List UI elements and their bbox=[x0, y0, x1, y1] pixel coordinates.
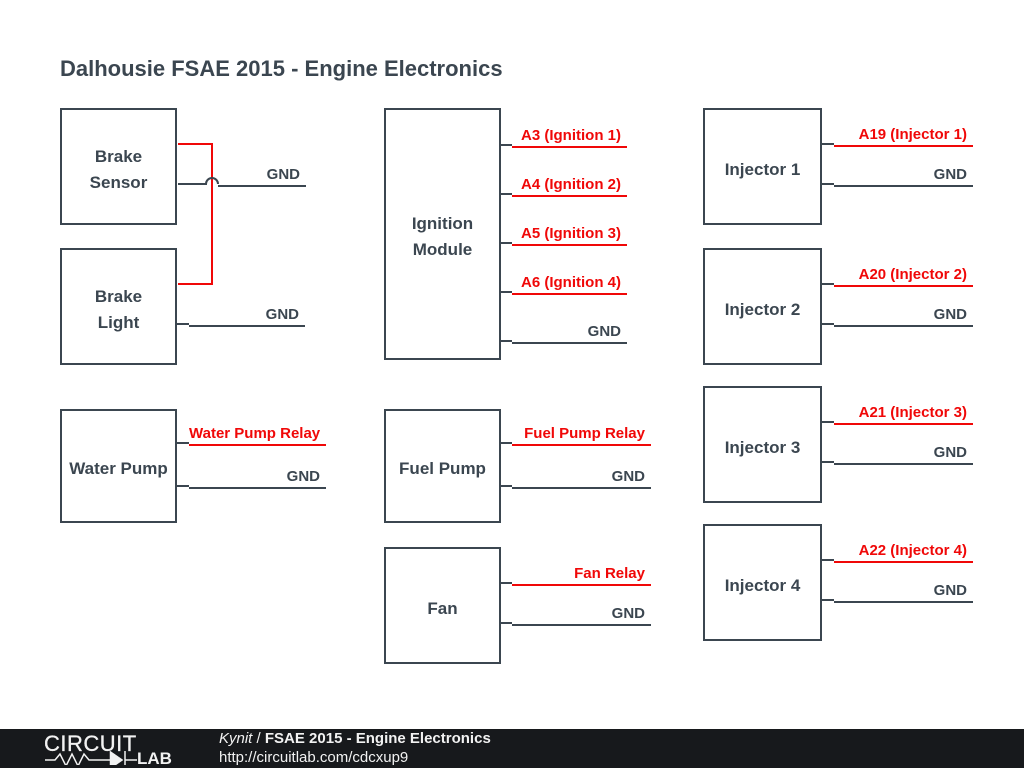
svg-text:LAB: LAB bbox=[137, 749, 172, 765]
svg-text:CIRCUIT: CIRCUIT bbox=[45, 731, 137, 756]
